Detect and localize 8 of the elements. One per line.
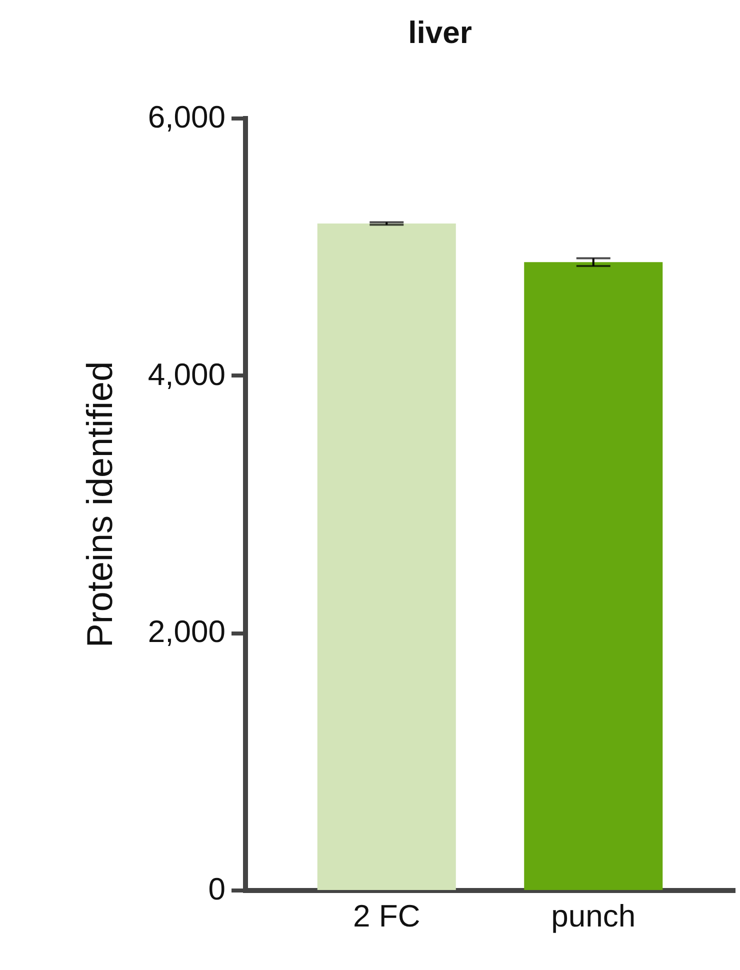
y-tick-label: 0 (208, 872, 226, 906)
y-axis-title: Proteins identified (78, 361, 120, 648)
y-tick-label: 4,000 (148, 356, 226, 392)
y-tick-label: 6,000 (148, 100, 226, 134)
x-tick-label: punch (551, 898, 636, 934)
y-tick-label: 2,000 (148, 614, 226, 650)
chart-title: liver (408, 15, 472, 50)
x-tick-label: 2 FC (353, 898, 420, 934)
